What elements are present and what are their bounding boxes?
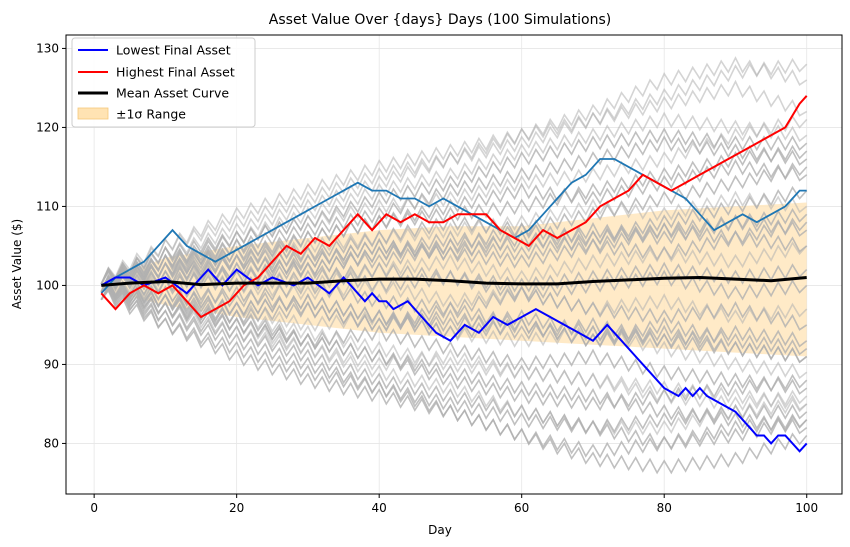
x-tick-label: 100 xyxy=(795,501,818,515)
simulation-line xyxy=(100,281,808,451)
x-axis-label: Day xyxy=(428,523,452,537)
y-tick-label: 90 xyxy=(44,357,59,371)
simulation-line xyxy=(100,279,808,435)
y-tick-label: 80 xyxy=(44,436,59,450)
simulation-line xyxy=(100,135,808,293)
y-axis-label: Asset Value ($) xyxy=(10,219,24,309)
highest-final-asset-line xyxy=(100,95,808,319)
simulation-line xyxy=(100,277,808,331)
y-tick-label: 120 xyxy=(36,120,59,134)
simulation-line xyxy=(100,229,808,285)
chart-title: Asset Value Over {days} Days (100 Simula… xyxy=(269,12,611,28)
legend-label-lowest: Lowest Final Asset xyxy=(116,43,231,58)
legend-swatch-sigma xyxy=(77,107,109,120)
legend-label-mean: Mean Asset Curve xyxy=(116,86,229,101)
simulation-line xyxy=(100,281,808,459)
simulation-line xyxy=(100,214,808,286)
x-tick-label: 80 xyxy=(657,501,672,515)
legend-label-highest: Highest Final Asset xyxy=(116,65,235,80)
highlight-lines-layer xyxy=(100,95,808,453)
y-tick-label: 130 xyxy=(36,41,59,55)
x-tick-label: 40 xyxy=(372,501,387,515)
simulation-line xyxy=(100,56,808,293)
simulation-line xyxy=(100,280,808,436)
simulation-line xyxy=(100,127,808,293)
tick-layer: 0 20 40 60 80 100 80 90 100 110 120 130 xyxy=(36,41,818,515)
x-tick-label: 0 xyxy=(90,501,98,515)
plot-frame xyxy=(65,34,843,495)
legend-box xyxy=(71,37,256,128)
simulation-line xyxy=(100,285,808,364)
simulation-line xyxy=(100,279,808,356)
mean-asset-curve-line xyxy=(101,275,807,287)
simulation-line xyxy=(100,288,808,435)
y-tick-label: 110 xyxy=(36,199,59,213)
simulation-line xyxy=(100,287,808,412)
x-tick-label: 60 xyxy=(514,501,529,515)
simulation-line xyxy=(100,241,808,293)
legend: Lowest Final Asset Highest Final Asset M… xyxy=(71,37,256,128)
highlighted-simulation-line xyxy=(100,158,807,294)
y-tick-label: 100 xyxy=(36,278,59,292)
x-tick-label: 20 xyxy=(229,501,244,515)
legend-label-sigma: ±1σ Range xyxy=(116,107,186,122)
simulation-line xyxy=(100,162,808,293)
simulation-line xyxy=(100,111,808,293)
simulation-line xyxy=(100,144,808,285)
simulation-line xyxy=(100,79,808,285)
